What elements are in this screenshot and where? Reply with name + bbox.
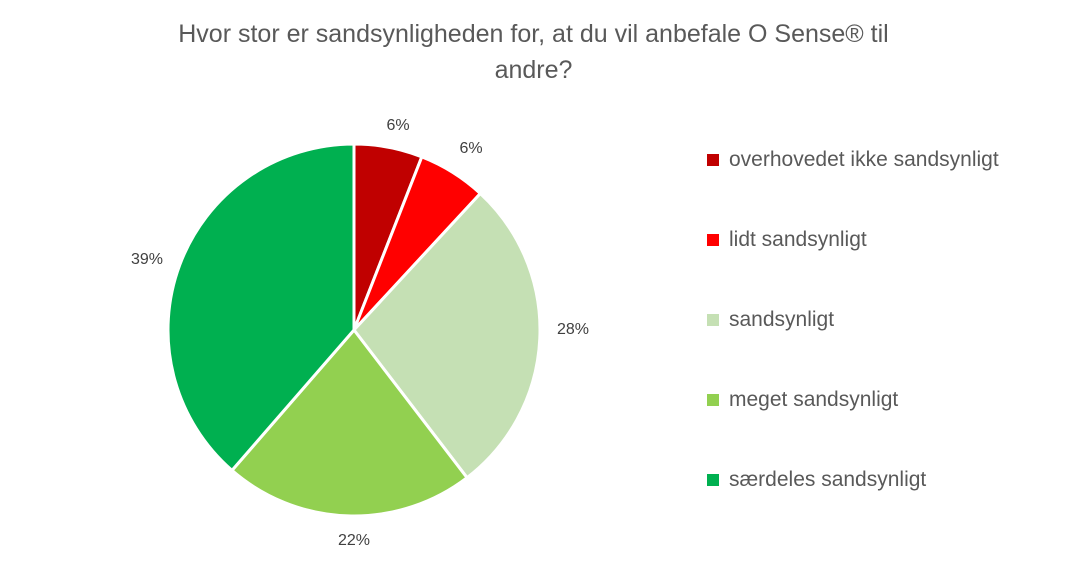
pie-slice-5 (166, 142, 356, 472)
legend-label-3: sandsynligt (729, 308, 835, 331)
legend-swatch-1 (707, 154, 719, 166)
legend-swatch-3 (707, 314, 719, 326)
data-label-2: 6% (459, 140, 482, 157)
legend-label-5: særdeles sandsynligt (729, 468, 927, 491)
legend-swatch-5 (707, 474, 719, 486)
legend-swatch-2 (707, 234, 719, 246)
legend-swatch-4 (707, 394, 719, 406)
chart-title-line-2: andre? (494, 56, 573, 84)
legend-label-2: lidt sandsynligt (729, 228, 867, 251)
chart-title: Hvor stor er sandsynligheden for, at du … (0, 16, 1067, 88)
data-label-5: 39% (131, 251, 163, 268)
pie-slice-3 (352, 191, 542, 480)
pie-data-labels: 6% 6% 28% 22% 39% (131, 117, 589, 549)
pie-slice-4 (230, 328, 469, 518)
data-label-1: 6% (386, 117, 409, 134)
data-label-4: 22% (338, 532, 370, 549)
legend-label-1: overhovedet ikke sandsynligt (729, 148, 999, 171)
chart-title-line-1: Hvor stor er sandsynligheden for, at du … (178, 20, 889, 48)
legend-label-4: meget sandsynligt (729, 388, 899, 411)
pie-slices (166, 142, 542, 518)
data-label-3: 28% (557, 321, 589, 338)
